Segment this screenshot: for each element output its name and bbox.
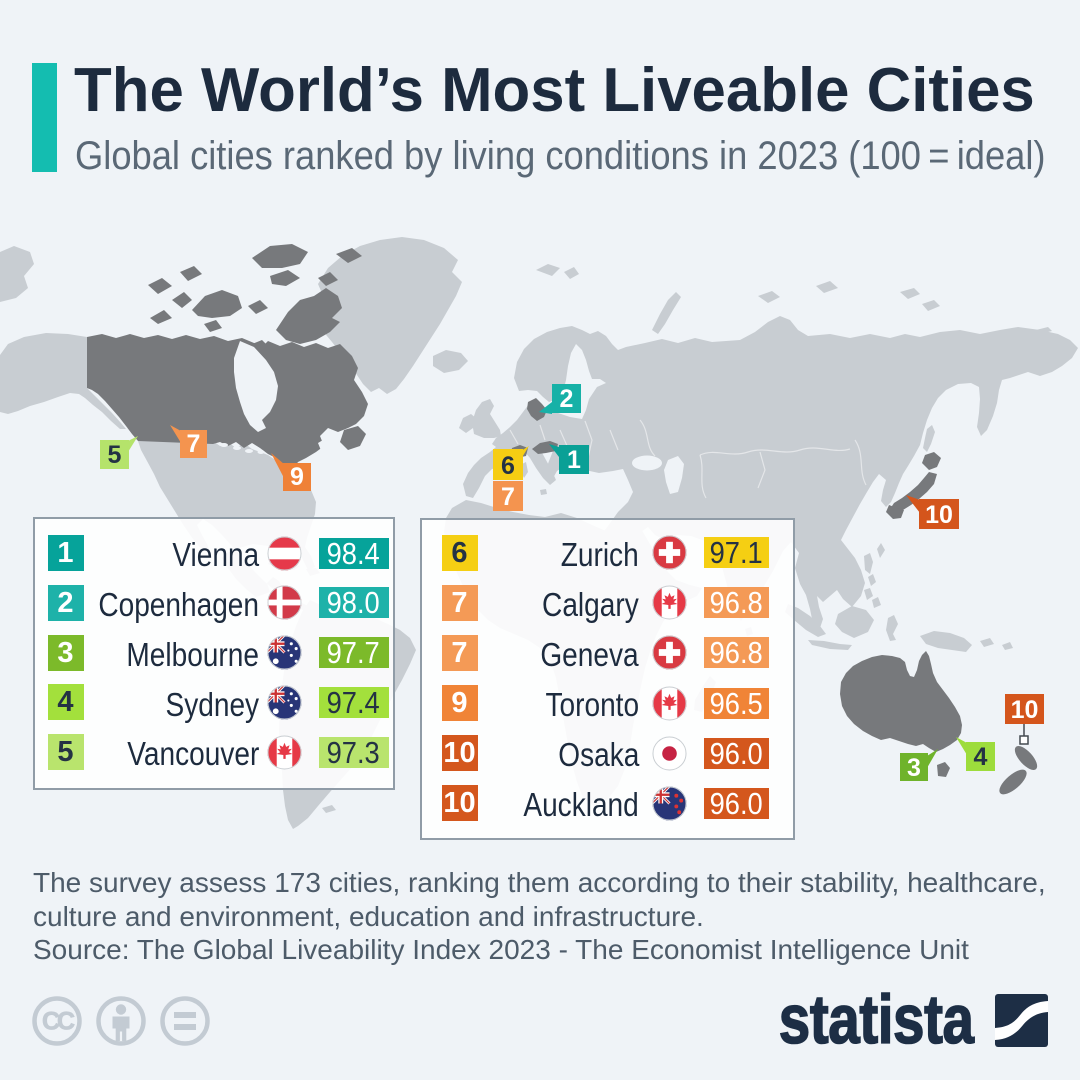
- svg-text:9: 9: [290, 463, 304, 491]
- svg-text:5: 5: [108, 441, 122, 469]
- svg-text:10: 10: [1011, 696, 1039, 724]
- svg-text:7: 7: [187, 430, 201, 458]
- svg-text:CC: CC: [42, 1008, 75, 1036]
- svg-text:6: 6: [501, 452, 515, 480]
- svg-text:1: 1: [567, 446, 581, 474]
- svg-text:3: 3: [907, 754, 921, 782]
- svg-text:10: 10: [925, 501, 953, 529]
- svg-text:4: 4: [974, 743, 988, 771]
- svg-text:7: 7: [501, 483, 515, 511]
- svg-text:2: 2: [560, 385, 574, 413]
